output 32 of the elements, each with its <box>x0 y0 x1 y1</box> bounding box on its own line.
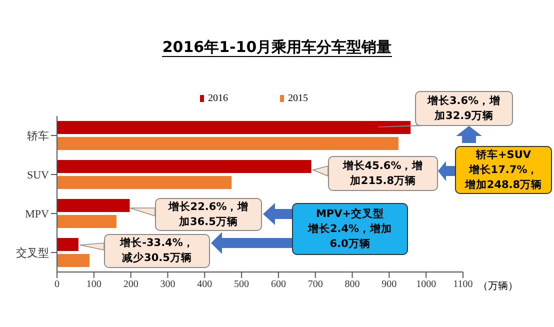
annotation: 增长-33.4%，减少30.5万辆 <box>120 236 194 266</box>
x-tick-label: 900 <box>382 279 397 290</box>
x-tick-label: 400 <box>197 279 212 290</box>
x-tick-label: 200 <box>123 279 138 290</box>
annotation: 增长22.6%，增加36.5万辆 <box>168 200 249 230</box>
x-tick-label: 600 <box>270 279 286 290</box>
annotation: MPV+交叉型增长2.4%，增加6.0万辆 <box>308 206 392 252</box>
bar <box>57 176 232 189</box>
bar <box>57 199 130 212</box>
x-tick-label: 500 <box>234 279 250 290</box>
legend-label: 2015 <box>287 93 308 104</box>
x-tick-label: 100 <box>86 279 102 290</box>
x-tick-label: 1000 <box>416 279 436 290</box>
annotation: 增长45.6%，增加215.8万辆 <box>342 158 424 188</box>
y-tick-label: 轿车 <box>27 129 49 142</box>
x-tick-label: 800 <box>344 279 360 290</box>
x-tick-label: 0 <box>54 279 60 290</box>
x-tick-label: 1100 <box>453 279 473 290</box>
bar <box>57 137 398 150</box>
y-tick-label: SUV <box>26 169 50 182</box>
chart-title: 2016年1-10月乘用车分车型销量 <box>162 38 392 57</box>
text: 轿车+SUV增长17.7%，增加248.8万辆 <box>464 148 542 192</box>
bar <box>57 121 411 134</box>
annotation: 增长3.6%，增加32.9万辆 <box>427 94 501 124</box>
y-tick-label: MPV <box>25 208 50 220</box>
y-tick-label: 交叉型 <box>16 246 49 260</box>
bar <box>57 254 90 267</box>
x-tick-label: 700 <box>308 279 323 290</box>
x-tick-label: 300 <box>160 279 176 290</box>
bar <box>57 215 116 228</box>
legend-label: 2016 <box>207 93 228 104</box>
x-axis-title: （万辆） <box>478 280 518 293</box>
